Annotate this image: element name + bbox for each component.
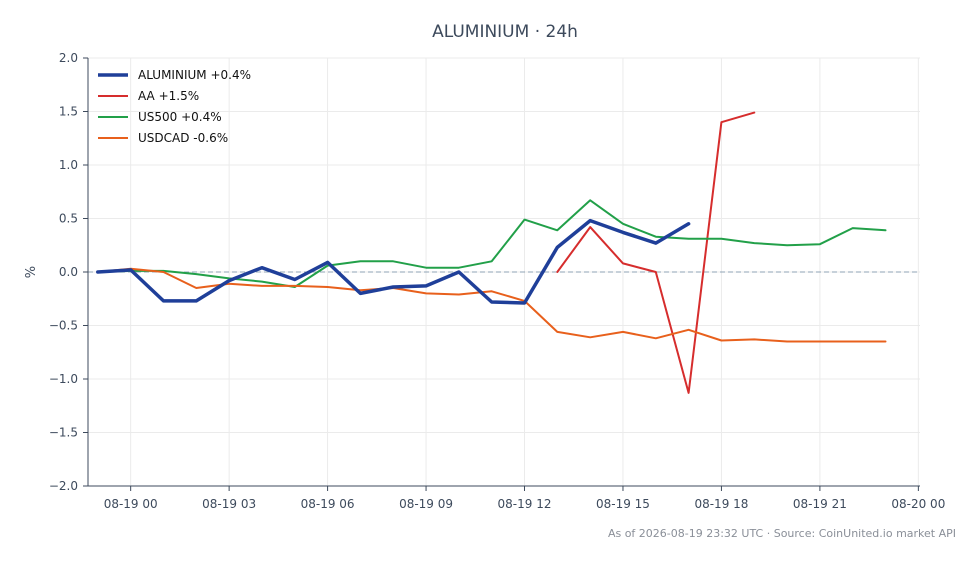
y-axis-ticks: 2.0 1.5 1.0 0.5 0.0 −0.5 −1.0 −1.5 −2.0 [49, 51, 88, 493]
series-line-us500 [96, 199, 887, 288]
y-tick-label: 2.0 [59, 51, 78, 65]
series-layer [96, 111, 887, 394]
x-tick-label: 08-20 00 [891, 497, 945, 511]
y-tick-label: 1.0 [59, 158, 78, 172]
source-footer: As of 2026-08-19 23:32 UTC · Source: Coi… [608, 527, 956, 540]
x-tick-label: 08-19 21 [793, 497, 847, 511]
y-tick-label: 0.5 [59, 212, 78, 226]
series-line-aluminium [96, 218, 691, 305]
legend-label-us500: US500 +0.4% [138, 110, 222, 124]
y-tick-label: −1.5 [49, 426, 78, 440]
x-tick-label: 08-19 12 [498, 497, 552, 511]
chart-title: ALUMINIUM · 24h [432, 22, 578, 42]
y-tick-label: −1.0 [49, 372, 78, 386]
legend: ALUMINIUM +0.4% AA +1.5% US500 +0.4% USDCAD… [98, 68, 251, 145]
y-tick-label: 0.0 [59, 265, 78, 279]
y-tick-label: −2.0 [49, 479, 78, 493]
x-tick-label: 08-19 15 [596, 497, 650, 511]
x-tick-label: 08-19 00 [104, 497, 158, 511]
legend-label-aluminium: ALUMINIUM +0.4% [138, 68, 251, 82]
x-tick-label: 08-19 09 [399, 497, 453, 511]
y-tick-label: −0.5 [49, 319, 78, 333]
x-tick-label: 08-19 03 [202, 497, 256, 511]
legend-label-usdcad: USDCAD -0.6% [138, 131, 228, 145]
series-line-usdcad [96, 267, 887, 343]
x-tick-label: 08-19 06 [301, 497, 355, 511]
series-line-aa [556, 111, 756, 394]
y-tick-label: 1.5 [59, 105, 78, 119]
x-axis-ticks: 08-19 00 08-19 03 08-19 06 08-19 09 08-19 12… [104, 486, 945, 511]
legend-label-aa: AA +1.5% [138, 89, 199, 103]
y-axis-label: % [24, 266, 39, 278]
x-tick-label: 08-19 18 [694, 497, 748, 511]
